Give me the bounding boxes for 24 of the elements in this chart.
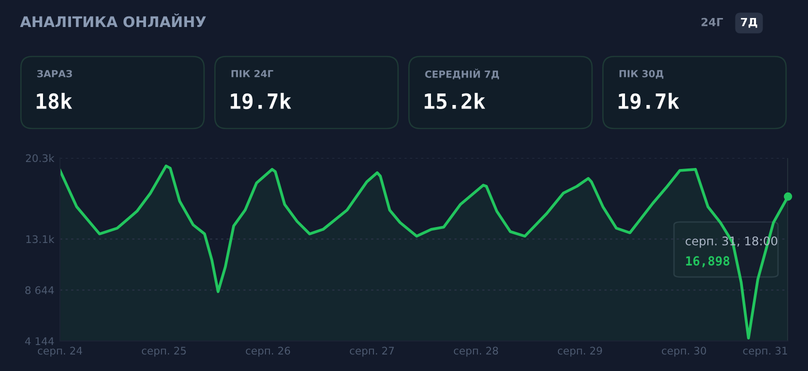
text: АНАЛІТИКА ОНЛАЙНУ bbox=[20, 14, 206, 28]
x-tick-label: серп. 28 bbox=[454, 346, 498, 357]
x-tick-label: серп. 24 bbox=[38, 346, 82, 357]
text: 18k bbox=[36, 92, 72, 110]
text: 19.7k bbox=[230, 92, 292, 110]
y-tick-label: 13.1k bbox=[26, 235, 54, 244]
text: ПІК 30Д bbox=[620, 70, 664, 79]
x-tick-label: серп. 26 bbox=[246, 346, 290, 357]
y-tick-label: 20.3k bbox=[26, 154, 54, 162]
x-tick-label: серп. 31 bbox=[743, 346, 788, 357]
x-tick-label: серп. 25 bbox=[142, 346, 186, 357]
text: СЕРЕДНІЙ 7Д bbox=[425, 68, 499, 80]
x-tick-label: серп. 27 bbox=[350, 346, 394, 357]
text: 19.7k bbox=[618, 92, 680, 110]
x-tick-label: серп. 29 bbox=[558, 346, 602, 357]
text: 7Д bbox=[740, 18, 758, 28]
text: 24Г bbox=[702, 18, 723, 26]
text: ЗАРАЗ bbox=[37, 70, 72, 78]
annotation: 16,898 bbox=[686, 256, 730, 268]
x-tick-label: серп. 30 bbox=[662, 346, 706, 357]
y-tick-label: 4 144 bbox=[25, 337, 54, 345]
text: ПІК 24Г bbox=[232, 70, 274, 78]
y-tick-label: 8 644 bbox=[25, 286, 54, 294]
text: 15.2k bbox=[424, 92, 486, 110]
